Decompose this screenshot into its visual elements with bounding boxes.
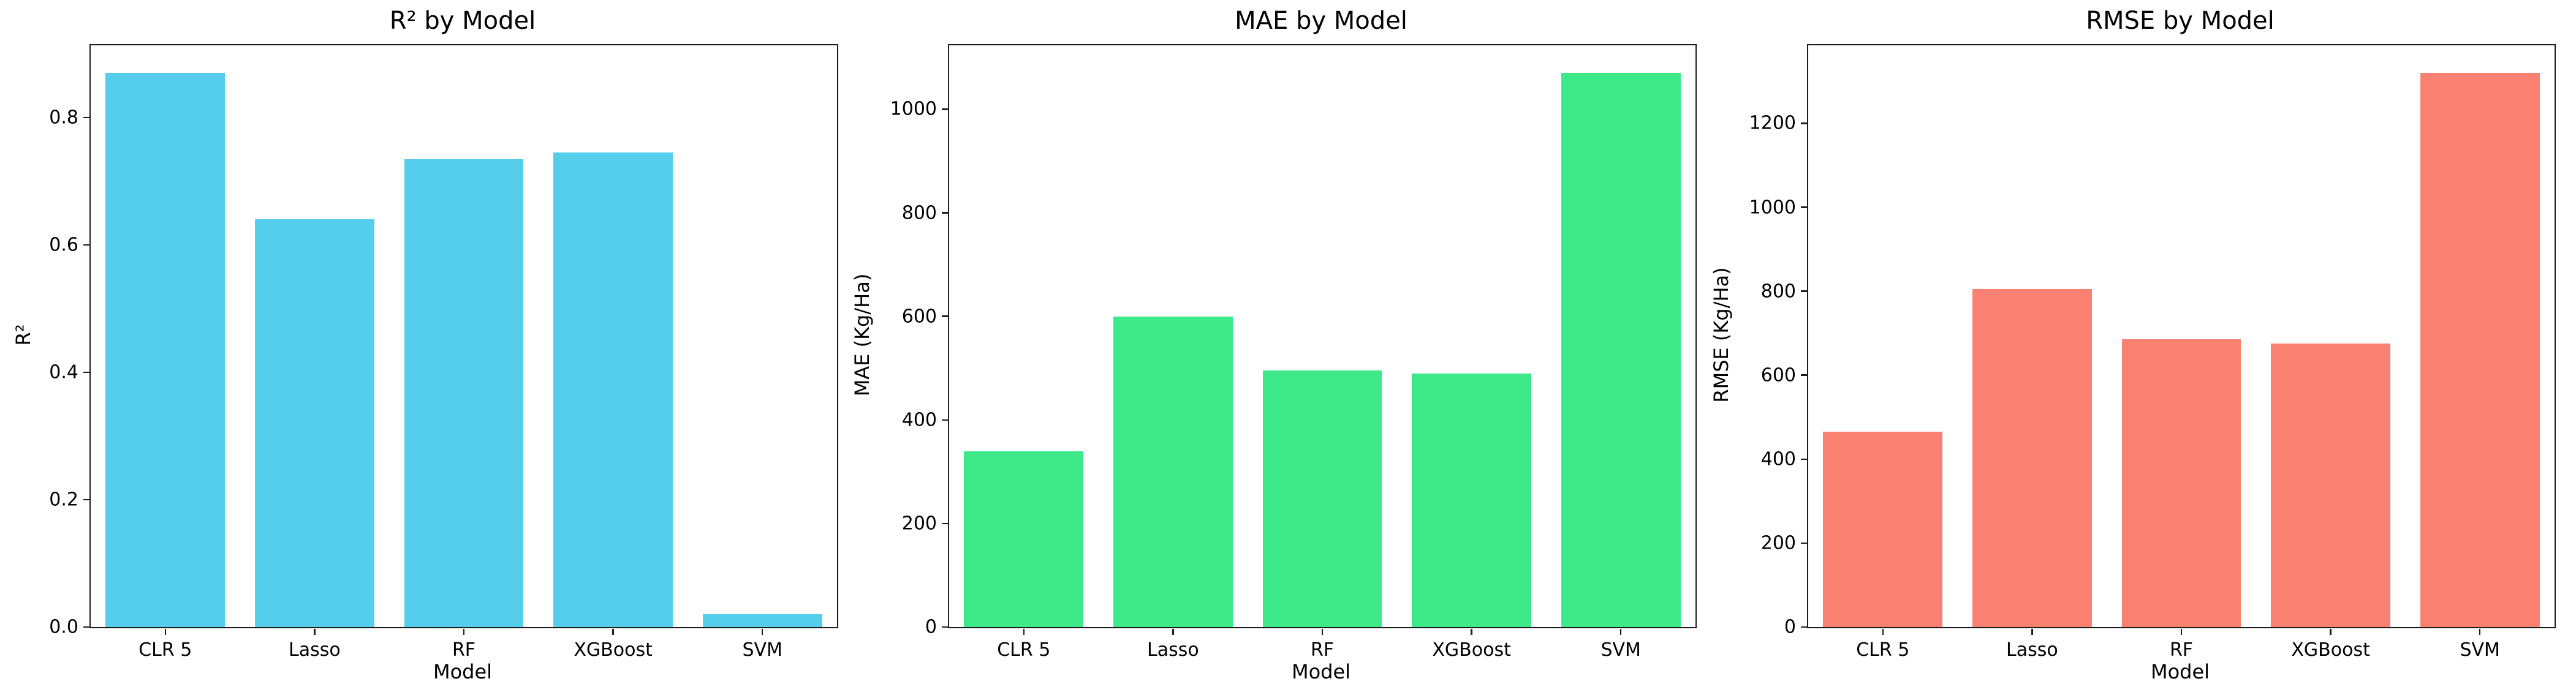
y-tick-label: 400 — [901, 409, 937, 431]
y-axis-label: R² — [12, 324, 35, 346]
x-tick-label-clr-5: CLR 5 — [138, 639, 192, 661]
y-axis-label: MAE (Kg/Ha) — [850, 273, 874, 397]
x-tick-label-rf: RF — [2169, 639, 2194, 661]
y-tick-label: 0.2 — [49, 489, 78, 511]
y-tick-mark — [83, 626, 89, 628]
bar-svm — [702, 614, 822, 627]
chart-title: R² by Model — [389, 7, 536, 35]
y-tick-label: 0.6 — [49, 234, 78, 256]
bar-clr-5 — [1823, 432, 1943, 627]
plot-area: 0 200 400 600 800 1000 1200 CLR 5 Lasso RF XGBoos… — [1749, 44, 2556, 661]
x-tick-label-xgboost: XGBoost — [1432, 639, 1511, 661]
y-tick-mark — [941, 108, 948, 110]
bar-rf — [2121, 339, 2241, 627]
y-tick-label: 800 — [1760, 280, 1796, 302]
x-tick-mark — [463, 628, 465, 635]
x-tick-mark — [1023, 628, 1025, 635]
x-tick-mark — [164, 628, 167, 635]
x-tick-label-xgboost: XGBoost — [574, 639, 653, 661]
bar-lasso — [1113, 316, 1233, 627]
y-tick-label: 0 — [925, 616, 937, 638]
bar-lasso — [254, 219, 374, 627]
bar-clr-5 — [105, 73, 225, 627]
y-tick-label: 0.0 — [49, 616, 78, 638]
bar-lasso — [1972, 289, 2092, 627]
x-tick-label-lasso: Lasso — [289, 639, 341, 661]
bar-rf — [404, 159, 524, 627]
y-tick-label: 1200 — [1749, 112, 1796, 134]
x-tick-label-svm: SVM — [2460, 639, 2500, 661]
y-tick-mark — [941, 419, 948, 421]
x-tick-mark — [2479, 628, 2481, 635]
y-tick-mark — [83, 498, 89, 501]
x-tick-mark — [2031, 628, 2033, 635]
y-tick-label: 0.4 — [49, 361, 78, 383]
x-tick-label-rf: RF — [452, 639, 476, 661]
subplot-r2: R² by Model R² 0.0 0.2 0.4 0.6 0.8 CLR 5 Lass… — [0, 0, 858, 695]
x-tick-mark — [314, 628, 316, 635]
y-tick-label: 600 — [1760, 364, 1796, 386]
y-tick-label: 600 — [901, 306, 937, 328]
x-tick-mark — [1471, 628, 1472, 635]
bar-xgboost — [553, 152, 673, 627]
bar-rf — [1262, 370, 1382, 627]
y-tick-mark — [941, 626, 948, 628]
y-tick-label: 1000 — [890, 98, 937, 120]
bar-xgboost — [2271, 344, 2391, 627]
x-tick-label-lasso: Lasso — [1147, 639, 1199, 661]
chart-title: RMSE by Model — [2086, 7, 2275, 35]
y-tick-mark — [1800, 458, 1807, 460]
x-tick-label-clr-5: CLR 5 — [997, 639, 1051, 661]
y-tick-label: 0 — [1784, 616, 1796, 638]
x-tick-mark — [1882, 628, 1884, 635]
bar-svm — [2420, 73, 2540, 627]
x-tick-mark — [1321, 628, 1324, 635]
chart-title: MAE by Model — [1235, 7, 1407, 35]
y-tick-mark — [1800, 122, 1807, 124]
y-tick-label: 1000 — [1749, 197, 1796, 219]
y-tick-mark — [1800, 626, 1807, 628]
y-tick-mark — [1800, 374, 1807, 376]
x-tick-mark — [2330, 628, 2332, 635]
y-tick-label: 200 — [901, 513, 937, 535]
bar-clr-5 — [964, 451, 1084, 627]
x-tick-mark — [2180, 628, 2183, 635]
x-tick-mark — [1172, 628, 1174, 635]
y-tick-mark — [941, 315, 948, 317]
y-tick-label: 200 — [1760, 532, 1796, 554]
y-tick-mark — [83, 116, 89, 119]
x-tick-label-rf: RF — [1310, 639, 1335, 661]
x-tick-label-svm: SVM — [742, 639, 782, 661]
y-tick-mark — [1800, 290, 1807, 292]
subplot-rmse: RMSE by Model RMSE (Kg/Ha) 0 200 400 600 800… — [1710, 0, 2576, 695]
y-tick-mark — [1800, 206, 1807, 208]
x-tick-mark — [612, 628, 614, 635]
y-tick-label: 400 — [1760, 448, 1796, 470]
x-axis-label: Model — [433, 660, 493, 683]
plot-area: 0 200 400 600 800 1000 CLR 5 Lasso RF XGBoost SVM — [890, 44, 1697, 661]
y-tick-mark — [83, 244, 89, 246]
y-axis-label: RMSE (Kg/Ha) — [1710, 267, 1733, 403]
y-tick-mark — [941, 212, 948, 214]
y-tick-label: 0.8 — [49, 107, 78, 129]
y-tick-mark — [1800, 542, 1807, 544]
x-axis-label: Model — [2150, 660, 2210, 683]
x-tick-label-svm: SVM — [1601, 639, 1641, 661]
x-tick-mark — [761, 628, 763, 635]
x-axis-label: Model — [1291, 660, 1351, 683]
y-tick-label: 800 — [901, 202, 937, 224]
x-tick-label-clr-5: CLR 5 — [1856, 639, 1910, 661]
x-tick-label-xgboost: XGBoost — [2291, 639, 2370, 661]
x-tick-label-lasso: Lasso — [2006, 639, 2058, 661]
subplot-mae: MAE by Model MAE (Kg/Ha) 0 200 400 600 800 10… — [850, 0, 1717, 695]
plot-area: 0.0 0.2 0.4 0.6 0.8 CLR 5 Lasso RF XGBoost SVM — [49, 44, 838, 661]
bar-xgboost — [1412, 373, 1532, 627]
y-tick-mark — [83, 371, 89, 374]
x-tick-mark — [1619, 628, 1622, 635]
bar-svm — [1561, 73, 1681, 627]
y-tick-mark — [941, 522, 948, 525]
